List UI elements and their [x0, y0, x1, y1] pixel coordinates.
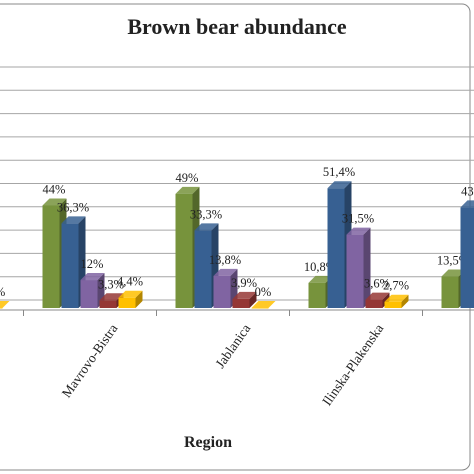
- bar-top: [308, 275, 333, 283]
- bar-top: [42, 198, 67, 206]
- bar: [251, 308, 269, 309]
- bar-side: [363, 227, 371, 308]
- data-label: 43,2: [461, 184, 474, 198]
- bar-top: [346, 227, 371, 235]
- bar: [194, 230, 212, 308]
- bar: [384, 301, 402, 308]
- bar: [308, 282, 326, 308]
- bar: [61, 223, 79, 308]
- x-axis-label: Region: [184, 434, 232, 451]
- data-label: 12%: [81, 257, 104, 271]
- bar-top: [118, 290, 143, 298]
- bar-top: [175, 186, 200, 194]
- bar-side: [401, 294, 409, 308]
- bar-top: [0, 301, 10, 308]
- bar-top: [61, 216, 86, 224]
- data-label: 4,4%: [117, 275, 143, 289]
- data-label: 3,9%: [231, 276, 257, 290]
- bar: [42, 205, 60, 308]
- bar-side: [135, 290, 143, 308]
- bar: [441, 276, 459, 308]
- data-label: 3,3%: [98, 277, 124, 291]
- data-label: 0%: [0, 285, 5, 299]
- bar-top: [232, 291, 257, 299]
- bar-top: [460, 200, 474, 208]
- bar-top: [365, 292, 390, 300]
- bar: [346, 234, 364, 308]
- bar-top: [327, 181, 352, 189]
- data-label: 0%: [255, 285, 272, 299]
- bar: [80, 280, 98, 308]
- bar: [118, 297, 136, 308]
- bar-top: [99, 293, 124, 301]
- bar-top: [213, 268, 238, 276]
- data-label: 33,3%: [190, 207, 222, 221]
- bar-top: [384, 294, 409, 302]
- data-label: 44%: [43, 182, 66, 196]
- bar: [213, 275, 231, 308]
- chart-title: Brown bear abundance: [127, 14, 346, 39]
- data-label: 2,7%: [383, 279, 409, 293]
- bar-side: [249, 291, 257, 308]
- bar-top: [80, 273, 105, 281]
- data-label: 31,5%: [342, 212, 374, 226]
- bar: [327, 188, 345, 308]
- bar-top: [251, 301, 276, 308]
- bar: [460, 207, 474, 308]
- bar: [365, 299, 383, 308]
- bar: [175, 193, 193, 308]
- data-label: 3,6%: [364, 277, 390, 291]
- data-label: 49%: [176, 171, 199, 185]
- bar-top: [194, 223, 219, 231]
- bar: [99, 300, 117, 308]
- data-label: 51,4%: [323, 165, 355, 179]
- data-label: 36,3%: [57, 200, 89, 214]
- bar: [0, 308, 3, 309]
- data-label: 13,8%: [209, 253, 241, 267]
- bar: [232, 298, 250, 308]
- bar-top: [441, 269, 466, 277]
